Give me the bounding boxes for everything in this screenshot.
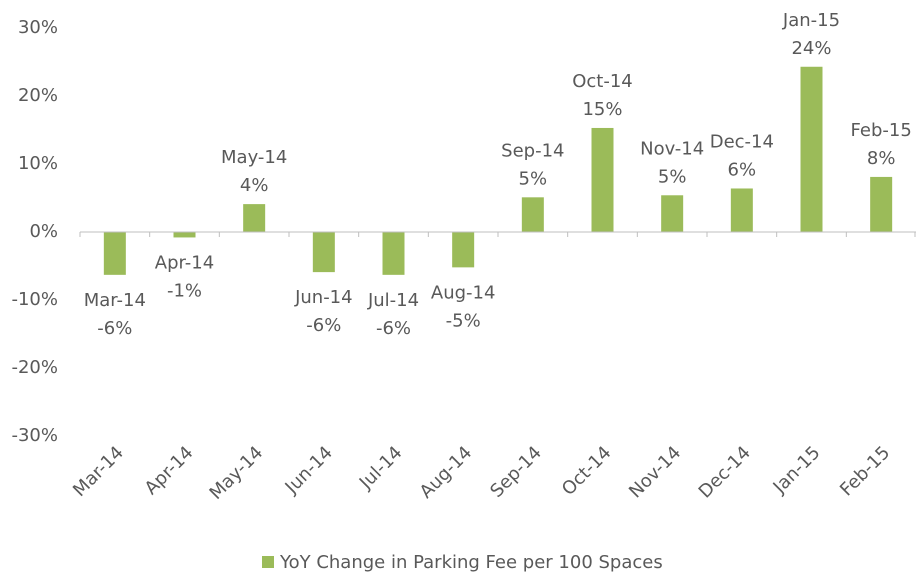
bar [173, 232, 196, 238]
bar [243, 204, 266, 232]
y-tick-label: -10% [11, 289, 58, 310]
data-label: -1% [167, 280, 202, 301]
bar [452, 232, 475, 268]
data-label: -6% [306, 315, 341, 336]
data-label: 4% [240, 175, 269, 196]
bar [800, 66, 823, 232]
bar [382, 232, 405, 275]
x-tick-label: Oct-14 [558, 442, 616, 500]
data-label-category: Mar-14 [84, 290, 146, 311]
data-label-category: Jan-15 [782, 10, 840, 31]
data-label: 24% [791, 38, 831, 59]
data-label-category: Jul-14 [367, 290, 419, 311]
y-tick-label: 30% [18, 17, 58, 38]
data-label: 6% [728, 159, 757, 180]
data-label-category: Nov-14 [640, 138, 704, 159]
data-label-category: Feb-15 [851, 120, 912, 141]
x-tick-label: Mar-14 [69, 442, 128, 501]
data-label: -6% [97, 318, 132, 339]
x-tick-label: Nov-14 [625, 442, 685, 502]
bar [591, 127, 614, 232]
data-label-category: Sep-14 [501, 140, 564, 161]
x-tick-label: Jan-15 [769, 442, 825, 498]
bar [870, 176, 893, 232]
x-tick-label: Apr-14 [141, 442, 198, 499]
data-label: -5% [446, 310, 481, 331]
y-tick-label: -30% [11, 425, 58, 446]
y-tick-label: 10% [18, 153, 58, 174]
bar [312, 232, 335, 273]
data-label: 5% [658, 166, 687, 187]
data-label: 5% [519, 168, 548, 189]
data-label-category: Jun-14 [294, 287, 353, 308]
legend-label: YoY Change in Parking Fee per 100 Spaces [279, 552, 663, 573]
x-tick-label: Feb-15 [836, 442, 894, 500]
data-label: 8% [867, 148, 896, 169]
x-tick-label: Jun-14 [281, 442, 337, 498]
x-tick-label: Dec-14 [695, 442, 755, 502]
data-label-category: Oct-14 [572, 71, 633, 92]
y-tick-label: -20% [11, 357, 58, 378]
data-label-category: Aug-14 [431, 282, 496, 303]
x-tick-label: May-14 [206, 442, 268, 504]
x-tick-label: Sep-14 [486, 442, 546, 502]
x-tick-label: Jul-14 [355, 442, 407, 494]
data-label-category: Apr-14 [155, 252, 214, 273]
data-label: 15% [582, 99, 622, 120]
y-tick-label: 0% [29, 221, 58, 242]
x-tick-label: Aug-14 [416, 442, 476, 502]
y-tick-label: 20% [18, 85, 58, 106]
legend-swatch [262, 556, 274, 568]
data-label-category: May-14 [221, 147, 287, 168]
bar [103, 232, 126, 275]
bar [730, 188, 753, 232]
bar [661, 195, 684, 232]
bar [521, 197, 544, 232]
data-label-category: Dec-14 [710, 131, 774, 152]
data-label: -6% [376, 318, 411, 339]
